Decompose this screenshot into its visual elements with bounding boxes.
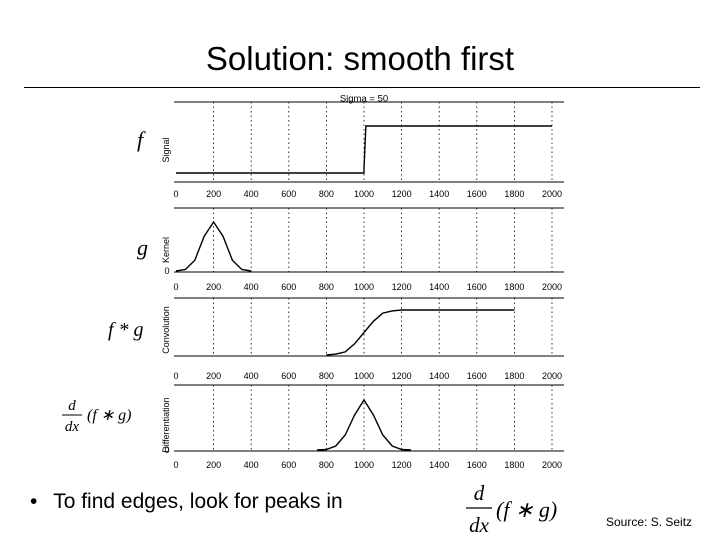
panel-3-tick-label: 600 <box>281 371 296 381</box>
panel-4-tick-label: 0 <box>173 460 178 470</box>
bullet-line: • To find edges, look for peaks in <box>30 490 343 514</box>
deriv-large-denominator: dx <box>469 513 490 537</box>
panel-1-tick-label: 800 <box>319 189 334 199</box>
panel-2-ytick-label: 0 <box>164 266 169 276</box>
bullet-text: To find edges, look for peaks in <box>53 490 343 513</box>
panel-3-tick-label: 0 <box>173 371 178 381</box>
panel-1-series-line <box>176 125 552 174</box>
deriv-large-expr: (f ∗ g) <box>496 497 557 522</box>
panel-2-tick-label: 1000 <box>354 282 374 292</box>
panel-3-ylabel: Convolution <box>161 306 171 354</box>
panel-1-tick-label: 400 <box>244 189 259 199</box>
panel-4-tick-label: 600 <box>281 460 296 470</box>
panel-2-series-line <box>175 220 252 272</box>
panel-1-left-label: f <box>137 127 146 152</box>
panel-3-tick-label: 1400 <box>429 371 449 381</box>
panel-2-tick-label: 1800 <box>504 282 524 292</box>
panel-4-ytick-label: 0 <box>164 445 169 455</box>
panel-1-tick-label: 200 <box>206 189 221 199</box>
panel-3-tick-label: 200 <box>206 371 221 381</box>
panel-1-tick-label: 0 <box>173 189 178 199</box>
panel-3-tick-label: 400 <box>244 371 259 381</box>
panel-1-tick-label: 1800 <box>504 189 524 199</box>
panel-3-tick-label: 1200 <box>392 371 412 381</box>
panel-1-ylabel: Signal <box>161 137 171 162</box>
panel-2-tick-label: 1400 <box>429 282 449 292</box>
panel-3-series-line <box>326 309 515 356</box>
panel-2-tick-label: 800 <box>319 282 334 292</box>
panel-2-left-label: g <box>137 235 148 260</box>
panel-3-left-label: f * g <box>108 319 144 341</box>
panel-3-tick-label: 2000 <box>542 371 562 381</box>
panel-2-tick-label: 1600 <box>467 282 487 292</box>
deriv-small-numerator: d <box>68 398 76 414</box>
deriv-formula-small: d dx (f ∗ g) <box>62 398 132 435</box>
panel-4-tick-label: 1200 <box>392 460 412 470</box>
panel-2-tick-label: 1200 <box>392 282 412 292</box>
panel-4-tick-label: 200 <box>206 460 221 470</box>
panel-3-tick-label: 800 <box>319 371 334 381</box>
deriv-large-numerator: d <box>474 482 485 505</box>
panel-1-tick-label: 1600 <box>467 189 487 199</box>
bullet-marker: • <box>30 490 38 513</box>
panel-1-tick-label: 1200 <box>392 189 412 199</box>
panel-3-tick-label: 1000 <box>354 371 374 381</box>
panel-1-tick-label: 600 <box>281 189 296 199</box>
panel-4-tick-label: 1600 <box>467 460 487 470</box>
panel-4-tick-label: 1000 <box>354 460 374 470</box>
panel-4-tick-label: 2000 <box>542 460 562 470</box>
panel-4-tick-label: 1400 <box>429 460 449 470</box>
panel-2-tick-label: 400 <box>244 282 259 292</box>
panel-3-tick-label: 1600 <box>467 371 487 381</box>
panel-1-tick-label: 2000 <box>542 189 562 199</box>
slide-title: Solution: smooth first <box>205 40 515 77</box>
panel-3-tick-label: 1800 <box>504 371 524 381</box>
panel-4-tick-label: 800 <box>319 460 334 470</box>
panel-2-tick-label: 600 <box>281 282 296 292</box>
deriv-formula-large: d dx (f ∗ g) <box>466 482 557 537</box>
deriv-small-expr: (f ∗ g) <box>87 407 132 424</box>
panel-4-tick-label: 400 <box>244 460 259 470</box>
source-credit: Source: S. Seitz <box>606 515 693 529</box>
deriv-small-denominator: dx <box>65 419 80 435</box>
panel-1-tick-label: 1400 <box>429 189 449 199</box>
panel-4-tick-label: 1800 <box>504 460 524 470</box>
title-rule <box>24 87 700 88</box>
panel-4-series-line <box>316 398 412 451</box>
panel-1-tick-label: 1000 <box>354 189 374 199</box>
panel-2-tick-label: 0 <box>173 282 178 292</box>
panel-2-ylabel: Kernel <box>161 237 171 263</box>
panel-2-tick-label: 2000 <box>542 282 562 292</box>
panel-2-tick-label: 200 <box>206 282 221 292</box>
panel-4-ylabel: Differentiation <box>161 397 171 452</box>
panel-1-title: Sigma = 50 <box>340 94 388 105</box>
